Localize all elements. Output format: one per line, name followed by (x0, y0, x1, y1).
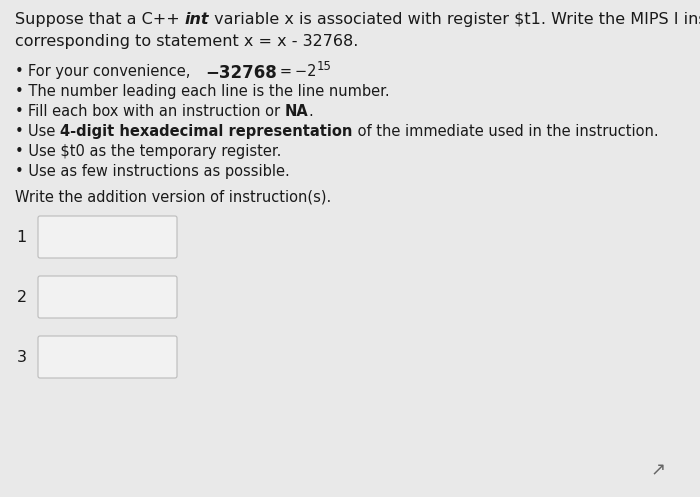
Text: • Use as few instructions as possible.: • Use as few instructions as possible. (15, 164, 290, 179)
Text: ↗: ↗ (650, 461, 665, 479)
Text: of the immediate used in the instruction.: of the immediate used in the instruction… (353, 124, 659, 139)
Text: int: int (185, 12, 209, 27)
Text: Use: Use (29, 124, 60, 139)
Text: 15: 15 (316, 60, 332, 73)
Text: 2: 2 (17, 289, 27, 305)
Text: • Use $t0 as the temporary register.: • Use $t0 as the temporary register. (15, 144, 281, 159)
Text: NA: NA (285, 104, 309, 119)
Text: 3: 3 (17, 349, 27, 364)
Text: .: . (309, 104, 314, 119)
FancyBboxPatch shape (38, 276, 177, 318)
Text: −32768: −32768 (205, 64, 277, 82)
Text: 1: 1 (17, 230, 27, 245)
Text: Suppose that a C++: Suppose that a C++ (15, 12, 185, 27)
Text: Fill each box with an instruction or: Fill each box with an instruction or (29, 104, 285, 119)
Text: 4-digit hexadecimal representation: 4-digit hexadecimal representation (60, 124, 353, 139)
FancyBboxPatch shape (38, 216, 177, 258)
Text: For your convenience,: For your convenience, (29, 64, 205, 79)
Text: • The number leading each line is the line number.: • The number leading each line is the li… (15, 84, 390, 99)
Text: •: • (15, 124, 29, 139)
Text: = −2: = −2 (277, 64, 316, 79)
Text: variable x is associated with register $t1. Write the MIPS I instruction(s: variable x is associated with register $… (209, 12, 700, 27)
Text: corresponding to statement x = x - 32768.: corresponding to statement x = x - 32768… (15, 34, 358, 49)
Text: •: • (15, 64, 29, 79)
Text: Write the addition version of instruction(s).: Write the addition version of instructio… (15, 190, 331, 205)
FancyBboxPatch shape (38, 336, 177, 378)
Text: •: • (15, 104, 29, 119)
